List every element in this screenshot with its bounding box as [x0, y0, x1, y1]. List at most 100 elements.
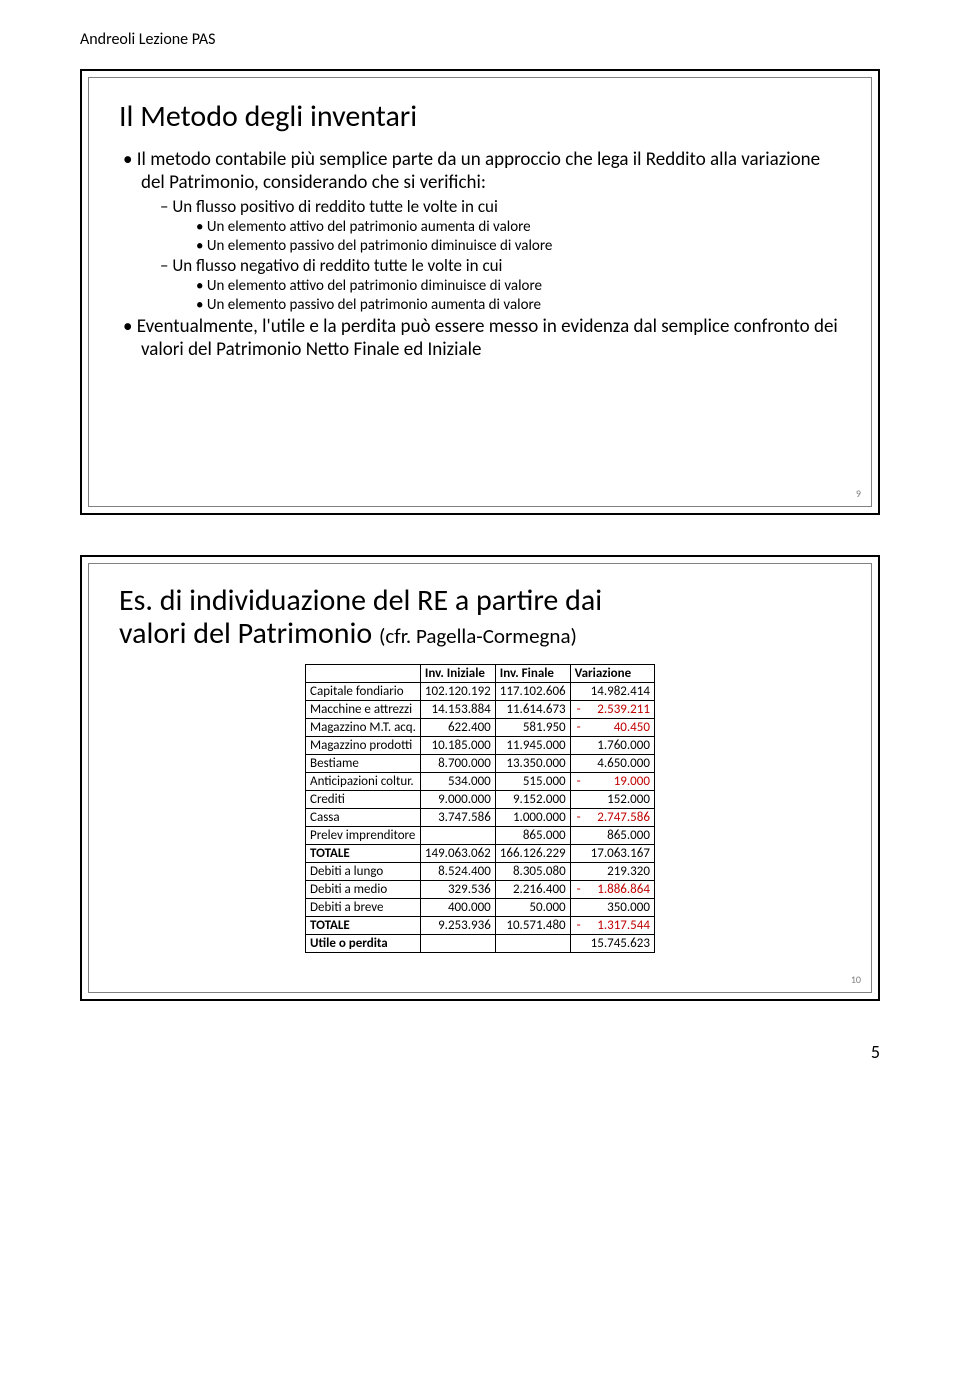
row-variazione: 2.747.586	[587, 809, 655, 827]
row-variazione: 152.000	[587, 791, 655, 809]
row-label: Bestiame	[306, 755, 421, 773]
row-variazione: 1.886.864	[587, 881, 655, 899]
slide-2-title-line1: Es. di individuazione del RE a partire d…	[119, 582, 602, 619]
col-finale: Inv. Finale	[495, 665, 570, 683]
slide-2-title-line2b: (cfr. Pagella-Cormegna)	[379, 623, 577, 649]
row-iniziale: 622.400	[420, 719, 495, 737]
row-var-sign: -	[570, 719, 587, 737]
slide-2-number: 10	[851, 973, 861, 986]
row-variazione: 4.650.000	[587, 755, 655, 773]
table-row: Cassa3.747.5861.000.000-2.747.586	[306, 809, 655, 827]
row-var-sign: -	[570, 701, 587, 719]
row-iniziale: 9.000.000	[420, 791, 495, 809]
row-label: Utile o perdita	[306, 935, 421, 953]
row-var-sign: -	[570, 917, 587, 935]
bullet-passive-decrease: Un elemento passivo del patrimonio dimin…	[119, 237, 841, 255]
table-row: Debiti a medio329.5362.216.400-1.886.864	[306, 881, 655, 899]
row-variazione: 1.317.544	[587, 917, 655, 935]
row-var-sign	[570, 863, 587, 881]
bullet-eventually: Eventualmente, l'utile e la perdita può …	[119, 316, 841, 362]
row-finale: 166.126.229	[495, 845, 570, 863]
row-iniziale: 3.747.586	[420, 809, 495, 827]
table-row: Macchine e attrezzi14.153.88411.614.673-…	[306, 701, 655, 719]
table-header-row: Inv. Iniziale Inv. Finale Variazione	[306, 665, 655, 683]
row-label: TOTALE	[306, 917, 421, 935]
patrimonio-table: Inv. Iniziale Inv. Finale Variazione Cap…	[305, 664, 655, 953]
row-finale: 11.614.673	[495, 701, 570, 719]
row-variazione: 1.760.000	[587, 737, 655, 755]
bullet-positive-flow: Un flusso positivo di reddito tutte le v…	[119, 197, 841, 217]
row-finale: 515.000	[495, 773, 570, 791]
row-var-sign	[570, 899, 587, 917]
row-variazione: 19.000	[587, 773, 655, 791]
row-finale: 50.000	[495, 899, 570, 917]
row-label: Magazzino M.T. acq.	[306, 719, 421, 737]
row-label: Debiti a breve	[306, 899, 421, 917]
table-row: Anticipazioni coltur.534.000515.000-19.0…	[306, 773, 655, 791]
row-iniziale: 8.524.400	[420, 863, 495, 881]
table-row: Debiti a breve400.00050.000 350.000	[306, 899, 655, 917]
table-row: Bestiame8.700.00013.350.0004.650.000	[306, 755, 655, 773]
bullet-negative-flow: Un flusso negativo di reddito tutte le v…	[119, 256, 841, 276]
table-row: Debiti a lungo8.524.4008.305.080219.320	[306, 863, 655, 881]
row-iniziale: 14.153.884	[420, 701, 495, 719]
row-finale	[495, 935, 570, 953]
row-finale: 581.950	[495, 719, 570, 737]
row-variazione: 14.982.414	[587, 683, 655, 701]
bullet-passive-increase: Un elemento passivo del patrimonio aumen…	[119, 296, 841, 314]
row-label: Macchine e attrezzi	[306, 701, 421, 719]
row-var-sign	[570, 827, 587, 845]
row-var-sign	[570, 845, 587, 863]
row-var-sign	[570, 737, 587, 755]
row-label: Prelev imprenditore	[306, 827, 421, 845]
row-iniziale: 10.185.000	[420, 737, 495, 755]
row-finale: 2.216.400	[495, 881, 570, 899]
row-label: TOTALE	[306, 845, 421, 863]
row-var-sign: -	[570, 809, 587, 827]
row-label: Capitale fondiario	[306, 683, 421, 701]
row-var-sign	[570, 935, 587, 953]
row-variazione: 40.450	[587, 719, 655, 737]
doc-header: Andreoli Lezione PAS	[80, 30, 880, 49]
row-var-sign	[570, 791, 587, 809]
row-variazione: 15.745.623	[587, 935, 655, 953]
row-iniziale: 102.120.192	[420, 683, 495, 701]
row-variazione: 17.063.167	[587, 845, 655, 863]
page-number: 5	[80, 1041, 880, 1063]
row-var-sign	[570, 755, 587, 773]
row-iniziale	[420, 827, 495, 845]
table-row: TOTALE149.063.062166.126.22917.063.167	[306, 845, 655, 863]
row-var-sign	[570, 683, 587, 701]
col-label	[306, 665, 421, 683]
bullet-active-increase: Un elemento attivo del patrimonio aument…	[119, 218, 841, 236]
table-row: Magazzino prodotti10.185.00011.945.0001.…	[306, 737, 655, 755]
col-variazione: Variazione	[570, 665, 654, 683]
row-finale: 865.000	[495, 827, 570, 845]
row-label: Debiti a medio	[306, 881, 421, 899]
row-finale: 9.152.000	[495, 791, 570, 809]
bullet-active-decrease: Un elemento attivo del patrimonio diminu…	[119, 277, 841, 295]
slide-1-inner: Il Metodo degli inventari Il metodo cont…	[88, 77, 872, 507]
row-iniziale: 400.000	[420, 899, 495, 917]
row-label: Crediti	[306, 791, 421, 809]
row-label: Anticipazioni coltur.	[306, 773, 421, 791]
row-iniziale: 9.253.936	[420, 917, 495, 935]
row-label: Cassa	[306, 809, 421, 827]
row-iniziale	[420, 935, 495, 953]
slide-1-title: Il Metodo degli inventari	[119, 98, 841, 135]
col-iniziale: Inv. Iniziale	[420, 665, 495, 683]
table-row: Capitale fondiario102.120.192117.102.606…	[306, 683, 655, 701]
table-row: TOTALE9.253.93610.571.480-1.317.544	[306, 917, 655, 935]
row-label: Debiti a lungo	[306, 863, 421, 881]
table-row: Magazzino M.T. acq.622.400581.950-40.450	[306, 719, 655, 737]
slide-1: Il Metodo degli inventari Il metodo cont…	[80, 69, 880, 515]
table-row: Prelev imprenditore865.000865.000	[306, 827, 655, 845]
slide-2: Es. di individuazione del RE a partire d…	[80, 555, 880, 1001]
row-var-sign: -	[570, 881, 587, 899]
row-finale: 10.571.480	[495, 917, 570, 935]
row-variazione: 2.539.211	[587, 701, 655, 719]
table-row: Utile o perdita 15.745.623	[306, 935, 655, 953]
row-finale: 8.305.080	[495, 863, 570, 881]
slide-2-inner: Es. di individuazione del RE a partire d…	[88, 563, 872, 993]
row-variazione: 350.000	[587, 899, 655, 917]
